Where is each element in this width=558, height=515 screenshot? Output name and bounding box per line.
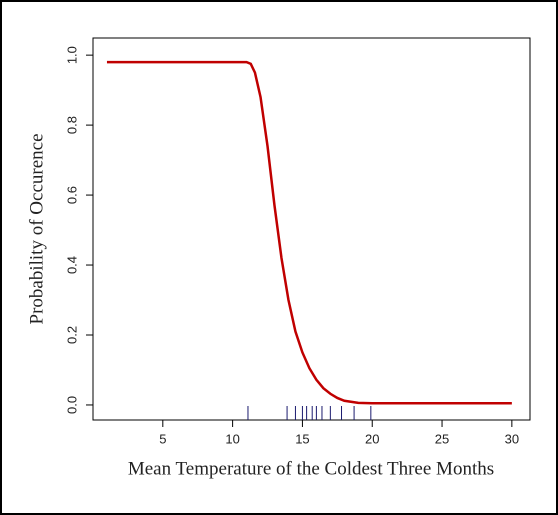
y-tick-label: 0.0 (64, 396, 79, 414)
y-tick-label: 0.4 (64, 256, 79, 274)
x-tick-label: 30 (505, 431, 519, 446)
y-tick-label: 0.8 (64, 116, 79, 134)
x-tick-label: 10 (225, 431, 239, 446)
y-tick-label: 0.6 (64, 186, 79, 204)
plot-box (92, 37, 531, 421)
y-tick-label: 0.2 (64, 326, 79, 344)
y-tick-label: 1.0 (64, 46, 79, 64)
x-tick-label: 20 (365, 431, 379, 446)
x-axis-label: Mean Temperature of the Coldest Three Mo… (128, 458, 494, 479)
line (106, 60, 512, 405)
x-tick-label: 5 (159, 431, 166, 446)
x-tick-label: 25 (435, 431, 449, 446)
x-tick-label: 15 (295, 431, 309, 446)
y-axis-label: Probability of Occurence (26, 134, 47, 325)
